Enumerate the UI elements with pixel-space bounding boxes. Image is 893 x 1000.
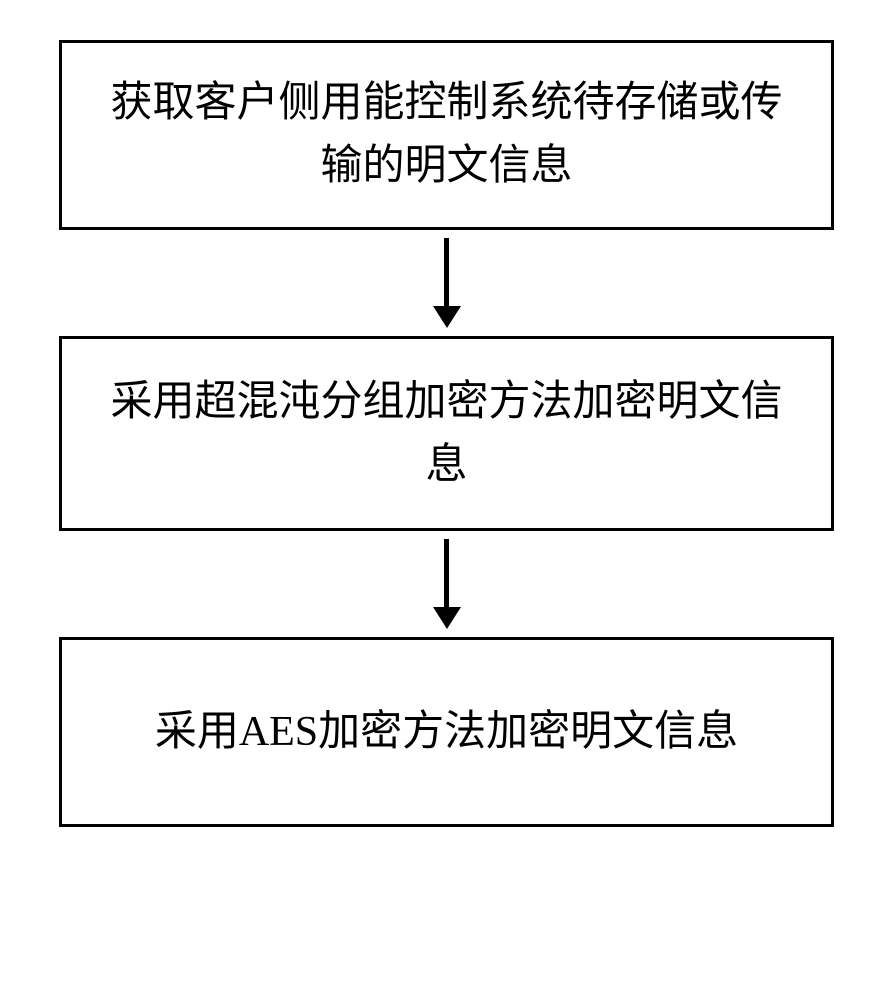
arrow-head-icon: [433, 306, 461, 328]
flowchart-arrow-2: [433, 539, 461, 629]
node-text: 获取客户侧用能控制系统待存储或传输的明文信息: [92, 72, 801, 198]
node-text: 采用AES加密方法加密明文信息: [155, 701, 738, 764]
flowchart-node-step2: 采用超混沌分组加密方法加密明文信息: [59, 336, 834, 531]
arrow-head-icon: [433, 607, 461, 629]
flowchart-arrow-1: [433, 238, 461, 328]
node-text: 采用超混沌分组加密方法加密明文信息: [92, 371, 801, 497]
arrow-line: [444, 238, 449, 308]
flowchart-node-step3: 采用AES加密方法加密明文信息: [59, 637, 834, 827]
arrow-line: [444, 539, 449, 609]
flowchart-node-step1: 获取客户侧用能控制系统待存储或传输的明文信息: [59, 40, 834, 230]
flowchart-container: 获取客户侧用能控制系统待存储或传输的明文信息 采用超混沌分组加密方法加密明文信息…: [0, 40, 893, 827]
